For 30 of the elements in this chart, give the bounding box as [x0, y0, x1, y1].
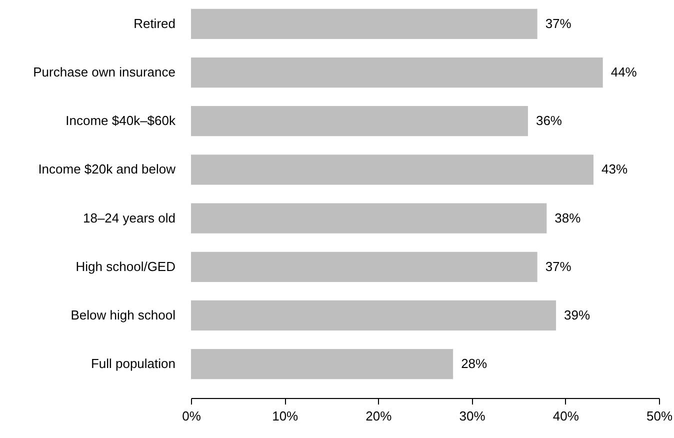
y-tick-label: Purchase own insurance: [33, 64, 176, 80]
y-tick-label: Income $20k and below: [38, 162, 176, 177]
x-tick-label: 30%: [459, 408, 486, 424]
data-label: 36%: [536, 113, 562, 128]
data-label: 44%: [610, 64, 638, 80]
y-tick-label: Income $40k–$60k: [66, 113, 176, 128]
y-tick-label: Full population: [90, 356, 176, 372]
data-label: 39%: [564, 307, 590, 322]
data-label: 43%: [601, 162, 628, 177]
x-tick-label: 50%: [646, 408, 673, 424]
bar: [191, 154, 594, 185]
bar: [191, 349, 454, 380]
data-label: 28%: [461, 356, 488, 372]
data-label: 37%: [545, 16, 572, 31]
y-tick-label: 18–24 years old: [82, 210, 176, 226]
bar: [191, 203, 547, 234]
bar: [191, 8, 538, 39]
y-tick-label: Retired: [134, 16, 176, 31]
x-tick-label: 20%: [366, 408, 392, 424]
data-label: 37%: [545, 258, 572, 274]
x-tick-label: 40%: [552, 408, 580, 424]
x-tick-label: 0%: [182, 408, 202, 424]
data-label: 38%: [554, 210, 582, 226]
bar: [191, 106, 528, 136]
x-tick-label: 10%: [272, 408, 299, 424]
y-tick-label: High school/GED: [76, 258, 176, 274]
bar: [191, 252, 538, 282]
bar: [191, 57, 603, 88]
bar: [191, 300, 556, 331]
y-tick-label: Below high school: [70, 307, 176, 322]
